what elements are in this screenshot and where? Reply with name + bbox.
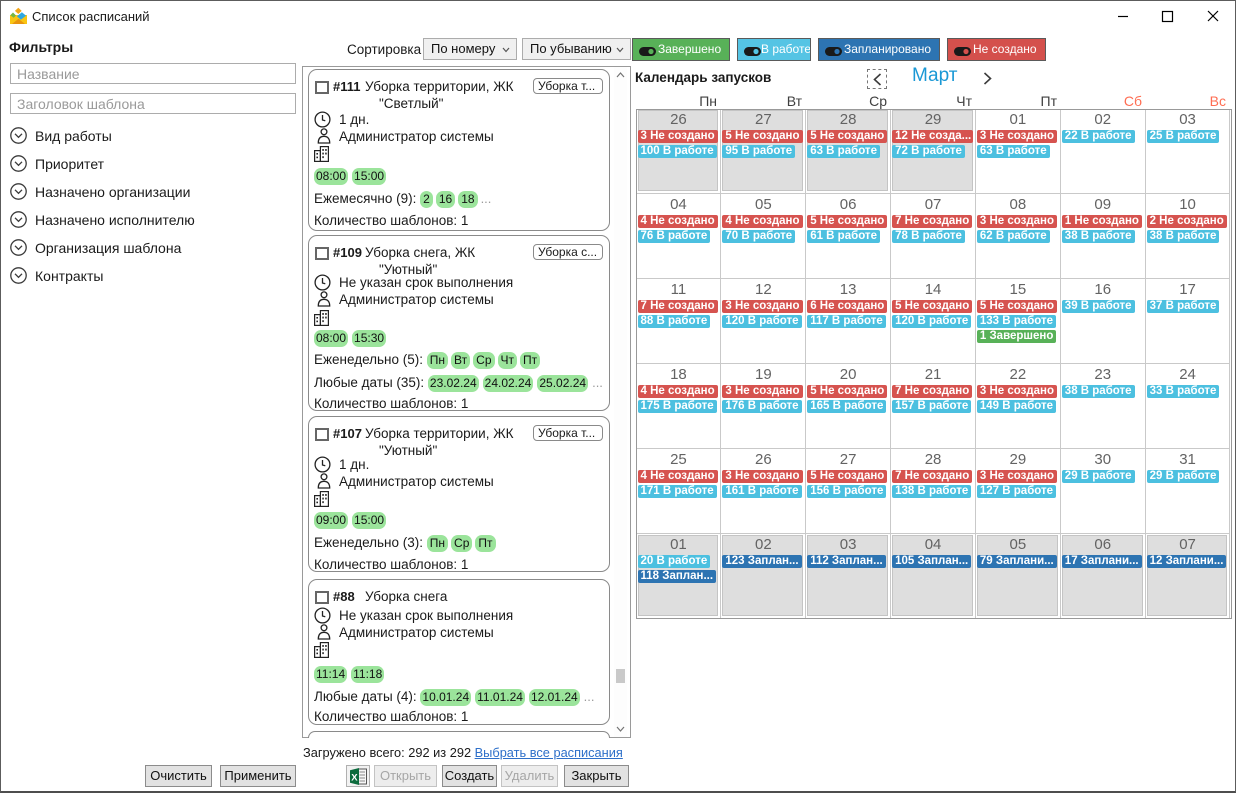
svg-text:X: X bbox=[351, 772, 358, 783]
